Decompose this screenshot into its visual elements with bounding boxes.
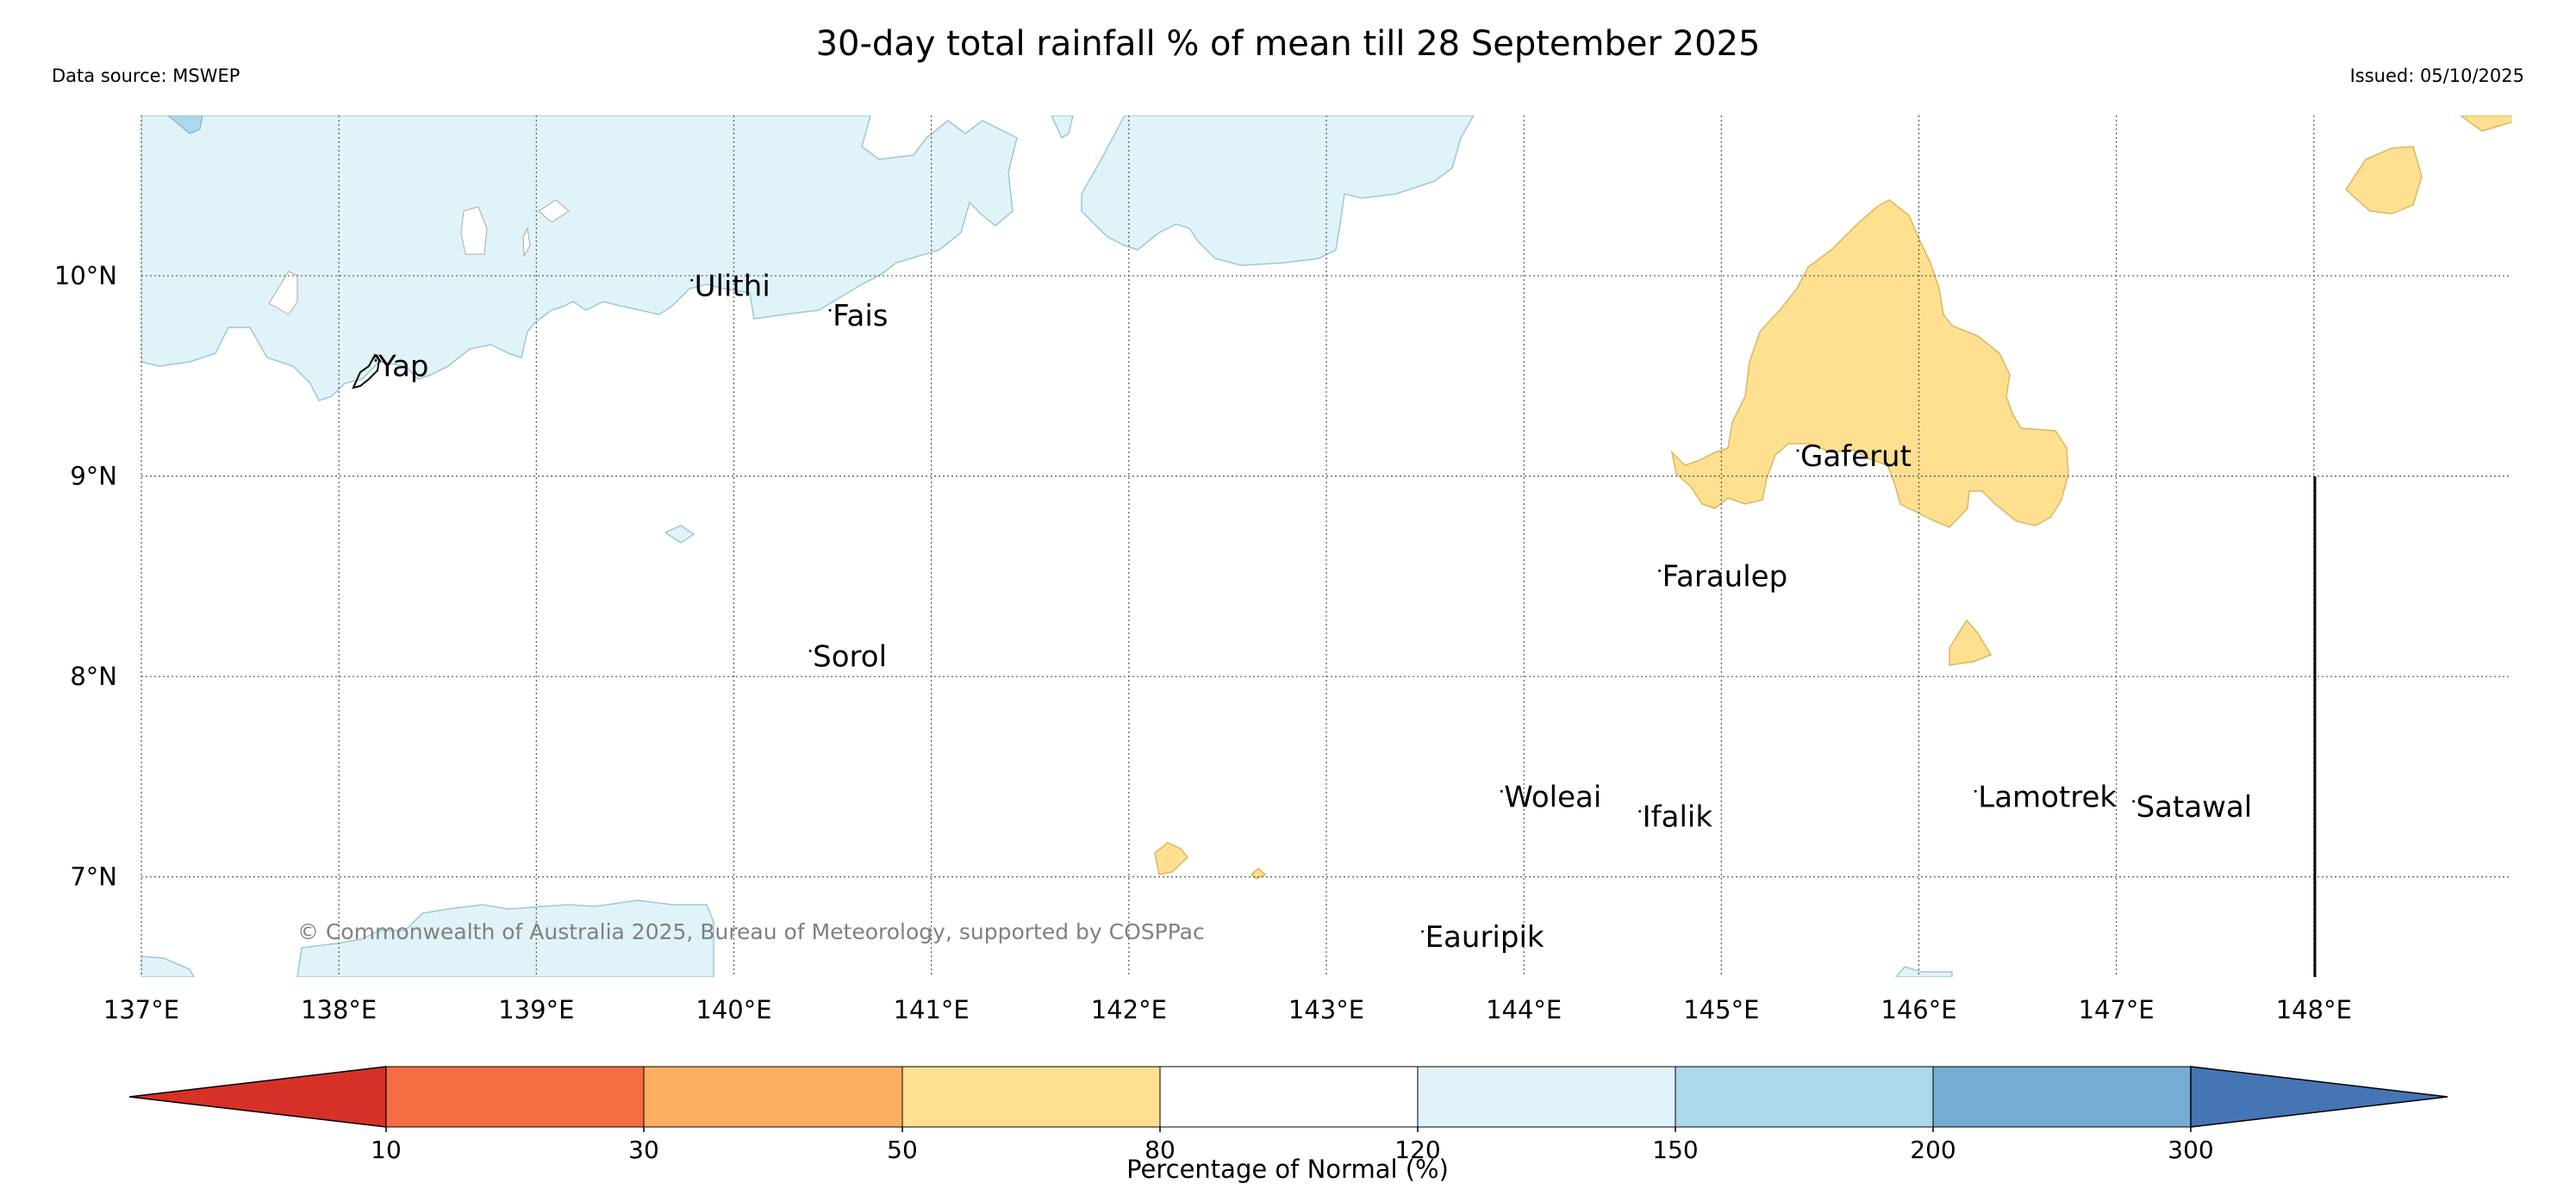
place-marker: [1974, 789, 1977, 793]
data-source-label: Data source: MSWEP: [52, 65, 240, 86]
colorbar-segment: [1932, 1066, 2192, 1128]
longitude-tick-label: 144°E: [1486, 995, 1562, 1024]
place-label: Fais: [833, 299, 888, 333]
dry-patch-northeast: [2345, 146, 2423, 215]
colorbar-segment: [901, 1066, 1161, 1128]
wet-region-north-center: [1081, 115, 1475, 266]
longitude-tick-label: 148°E: [2276, 995, 2352, 1024]
longitude-tick-label: 138°E: [301, 995, 377, 1024]
place-marker: [1421, 930, 1425, 933]
latitude-tick-label: 9°N: [70, 462, 117, 491]
dry-speck-small: [1250, 868, 1267, 880]
dry-hole-4: [538, 199, 570, 223]
colorbar-extend-high: [2190, 1066, 2448, 1128]
place-label: Sorol: [813, 640, 887, 675]
colorbar-tick-label: 80: [1145, 1136, 1176, 1164]
colorbar-segment: [1159, 1066, 1419, 1128]
longitude-tick-label: 140°E: [695, 995, 771, 1024]
place-label: Eauripik: [1425, 920, 1544, 955]
longitude-tick-label: 142°E: [1091, 995, 1167, 1024]
dry-hole-3: [522, 227, 531, 258]
place-marker: [1796, 449, 1799, 452]
colorbar-extend-low: [128, 1066, 387, 1128]
place-label: Ulithi: [695, 269, 770, 303]
wet-region-south: [296, 900, 714, 977]
colorbar-segment: [385, 1066, 645, 1128]
colorbar-tick-label: 200: [1910, 1136, 1955, 1164]
colorbar-tick-label: 150: [1652, 1136, 1698, 1164]
dry-region-gaferut: [1670, 199, 2069, 528]
place-marker: [1500, 789, 1503, 793]
place-label: Woleai: [1504, 780, 1601, 814]
place-label: Yap: [377, 349, 429, 383]
place-marker: [690, 278, 694, 282]
colorbar: 10 30 50 80 120 150 200 300: [128, 1066, 2448, 1164]
longitude-tick-label: 147°E: [2079, 995, 2155, 1024]
map-title: 30-day total rainfall % of mean till 28 …: [815, 24, 1761, 64]
wet-region-northwest: [141, 115, 1018, 402]
wet-speck-mid: [664, 525, 695, 544]
latitude-tick-label: 10°N: [54, 261, 117, 290]
colorbar-tick-label: 50: [887, 1136, 918, 1164]
colorbar-tick-label: 30: [628, 1136, 659, 1164]
wet-speck-top: [1051, 115, 1074, 140]
place-label: Faraulep: [1662, 560, 1788, 594]
issued-date-label: Issued: 05/10/2025: [2349, 65, 2524, 86]
longitude-tick-label: 145°E: [1683, 995, 1759, 1024]
copyright-notice: © Commonwealth of Australia 2025, Bureau…: [297, 919, 1205, 944]
place-marker: [1658, 570, 1662, 573]
place-label: Gaferut: [1800, 439, 1912, 474]
yap-island-detail: [370, 353, 382, 363]
dry-hole-1: [268, 271, 298, 315]
place-label: Ifalik: [1643, 800, 1713, 835]
place-marker: [808, 650, 812, 653]
dry-patch-east: [1949, 619, 1993, 666]
rainfall-anomaly-layer: [141, 115, 2511, 977]
longitude-tick-label: 143°E: [1288, 995, 1364, 1024]
longitude-tick-label: 139°E: [498, 995, 574, 1024]
dry-hole-2: [460, 206, 488, 255]
colorbar-tick-label: 10: [371, 1136, 402, 1164]
colorbar-tick-label: 120: [1394, 1136, 1440, 1164]
colorbar-segment: [1417, 1066, 1676, 1128]
wet-blue-corner: [167, 115, 203, 134]
place-labels: Ulithi Fais Yap Gaferut Faraulep Sorol Woleai I…: [374, 269, 2253, 955]
longitude-tick-label: 146°E: [1881, 995, 1956, 1024]
dry-speck-corner: [2459, 115, 2511, 132]
latitude-tick-label: 8°N: [70, 662, 117, 691]
longitude-tick-label: 137°E: [103, 995, 179, 1024]
latitude-labels: 10°N 9°N 8°N 7°N: [54, 261, 117, 892]
colorbar-segment: [1675, 1066, 1934, 1128]
place-marker: [1638, 810, 1642, 813]
place-label: Lamotrek: [1978, 780, 2117, 814]
place-marker: [374, 358, 377, 362]
colorbar-title: Percentage of Normal (%): [1126, 1155, 1449, 1184]
graticule: [140, 115, 2511, 977]
longitude-tick-label: 141°E: [894, 995, 970, 1024]
wet-speck-southwest: [141, 956, 195, 977]
latitude-tick-label: 7°N: [70, 862, 117, 892]
colorbar-segment: [643, 1066, 903, 1128]
colorbar-tick-label: 300: [2167, 1136, 2213, 1164]
wet-speck-southeast: [1895, 966, 1953, 977]
place-marker: [2132, 800, 2136, 803]
dry-speck-south: [1154, 842, 1189, 875]
place-marker: [828, 308, 832, 312]
longitude-labels: 137°E 138°E 139°E 140°E 141°E 142°E 143°E 144°E…: [103, 995, 2352, 1024]
place-label: Satawal: [2136, 790, 2253, 825]
